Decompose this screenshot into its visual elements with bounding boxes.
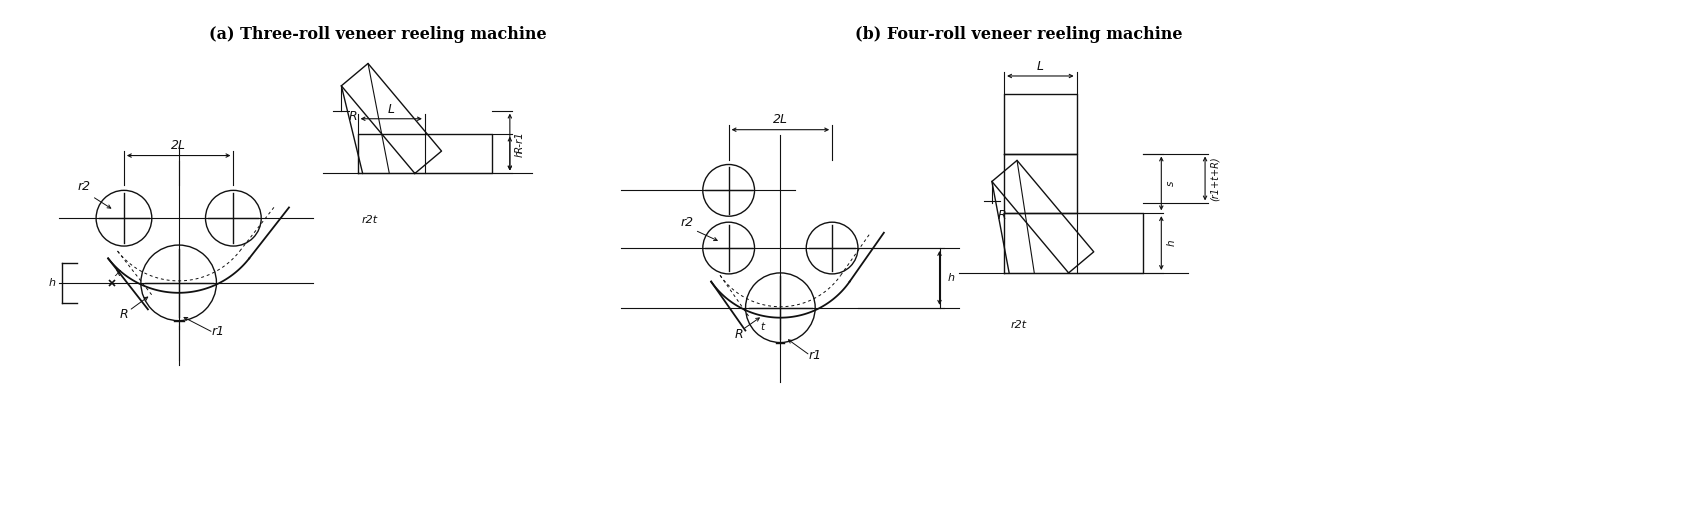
Text: r2: r2	[78, 181, 90, 193]
Text: r2: r2	[680, 216, 694, 229]
Text: (a) Three-roll veneer reeling machine: (a) Three-roll veneer reeling machine	[209, 26, 546, 43]
Text: (r1+t+R): (r1+t+R)	[1209, 156, 1220, 201]
Text: h: h	[49, 278, 56, 288]
Text: r2t: r2t	[1010, 320, 1027, 330]
Text: R: R	[349, 110, 357, 123]
Text: R: R	[735, 328, 743, 341]
Text: h: h	[515, 150, 526, 157]
Text: R-r1: R-r1	[515, 131, 526, 153]
Text: x: x	[114, 268, 121, 278]
Text: (b) Four-roll veneer reeling machine: (b) Four-roll veneer reeling machine	[856, 26, 1182, 43]
Text: R: R	[119, 308, 128, 321]
Text: t: t	[760, 322, 764, 331]
Text: L: L	[1038, 60, 1044, 72]
Text: R: R	[998, 209, 1007, 222]
Text: r1: r1	[808, 349, 822, 363]
Text: 2L: 2L	[172, 139, 185, 152]
Text: r1: r1	[213, 325, 225, 338]
Text: h: h	[1167, 240, 1177, 246]
Text: h: h	[947, 273, 954, 283]
Text: r2t: r2t	[362, 215, 378, 225]
Text: L: L	[388, 103, 395, 116]
Text: s: s	[1167, 181, 1177, 186]
Text: 2L: 2L	[772, 113, 788, 126]
